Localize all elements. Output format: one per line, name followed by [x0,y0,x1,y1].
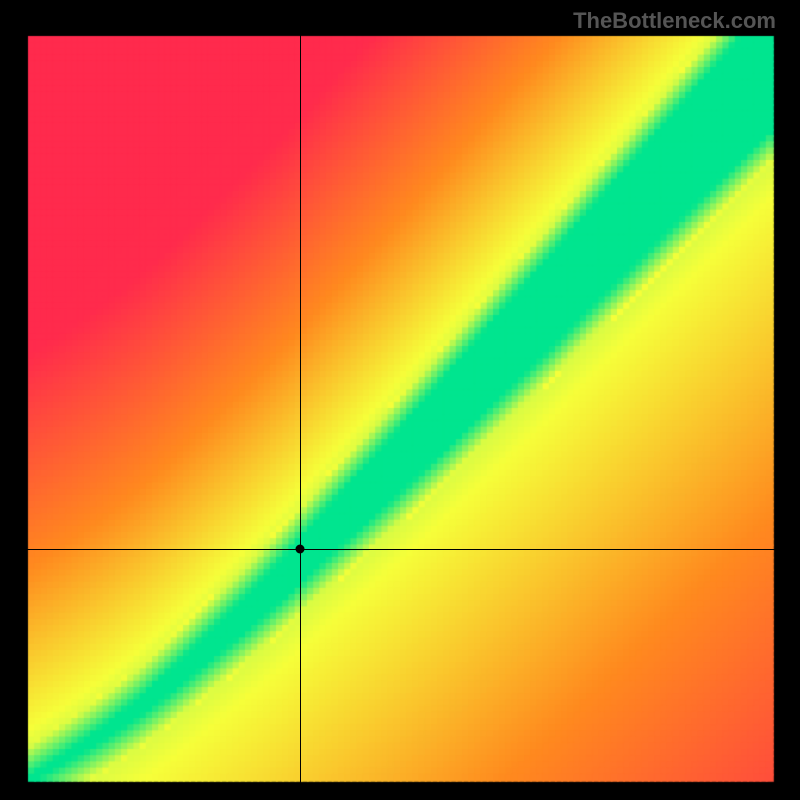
crosshair-horizontal [24,549,776,550]
heatmap-plot [24,32,776,784]
heatmap-canvas [24,32,776,784]
marker-dot [295,545,304,554]
watermark-text: TheBottleneck.com [573,8,776,34]
chart-container: TheBottleneck.com [0,0,800,800]
crosshair-vertical [300,32,301,784]
